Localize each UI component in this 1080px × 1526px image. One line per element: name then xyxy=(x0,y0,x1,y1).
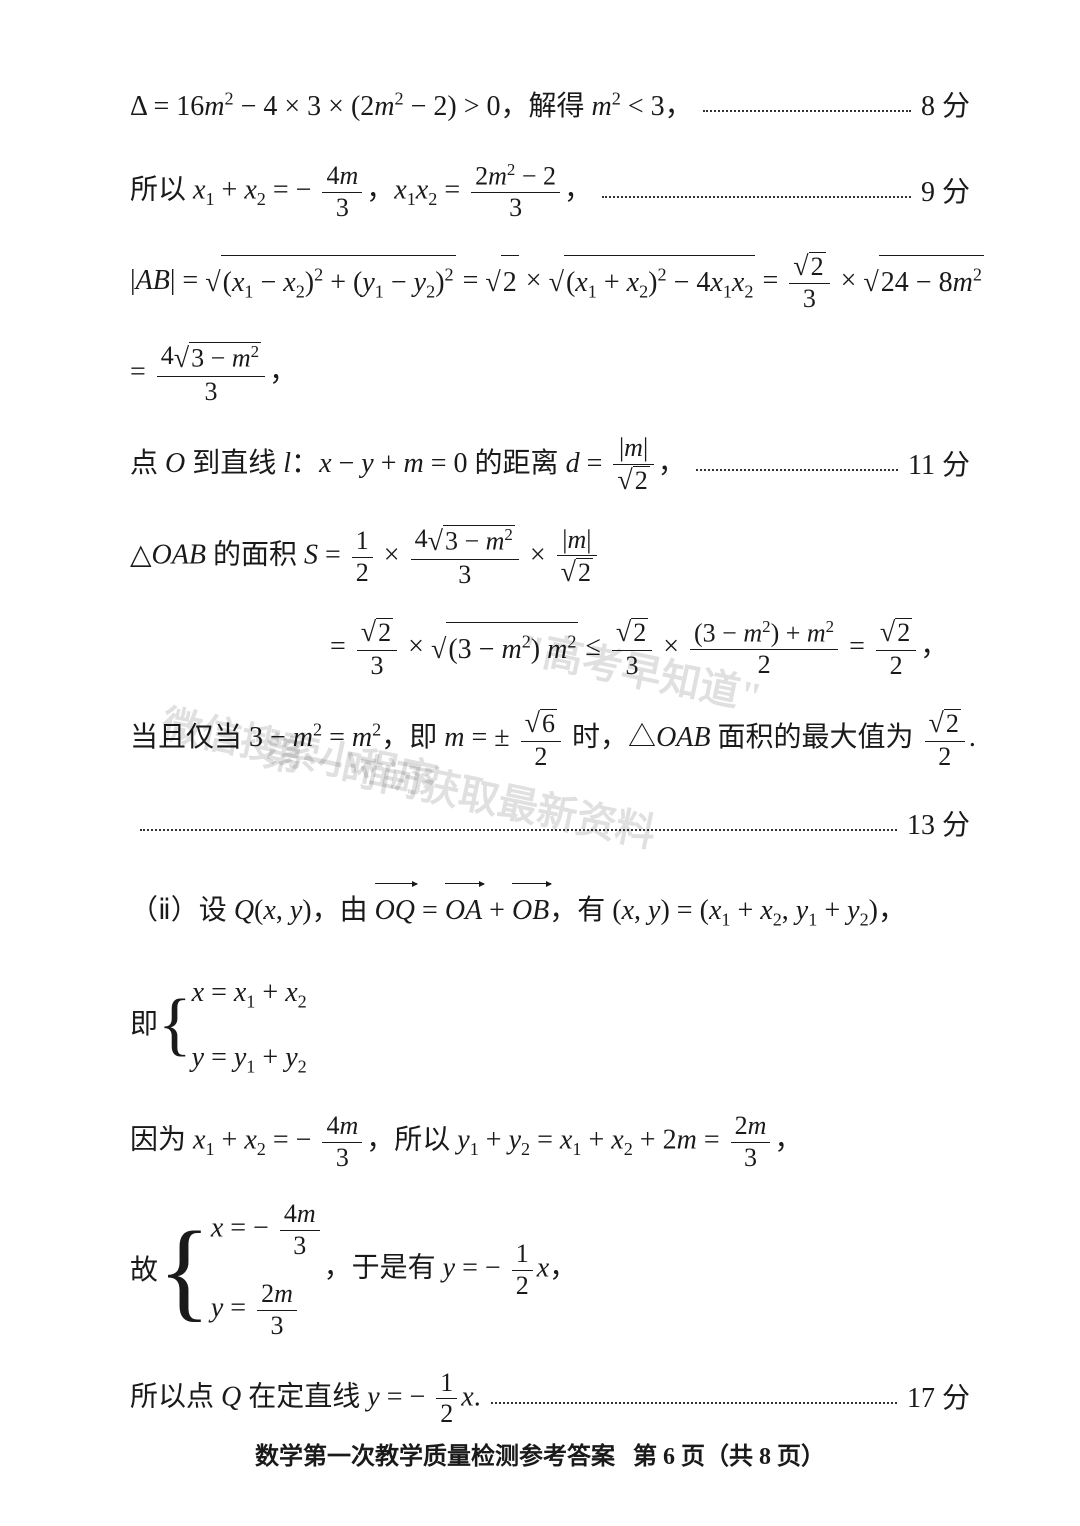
brace-system-1: { x = x1 + x2 y = y1 + y2 xyxy=(158,966,307,1084)
after-text: ，于是有 y = − 12x， xyxy=(324,1240,578,1300)
footer-title: 数学第一次教学质量检测参考答案 xyxy=(255,1444,615,1470)
row-1: x = − 4m3 xyxy=(211,1200,324,1260)
dot-leader xyxy=(703,95,911,112)
text: = 43 − m23， xyxy=(130,342,297,406)
label: 故 xyxy=(130,1244,158,1297)
page-footer: 数学第一次教学质量检测参考答案 第 6 页（共 8 页） xyxy=(0,1436,1080,1471)
solution-line-5b: = 23 × (3 − m2) m2 ≤ 23 × (3 − m2) + m22… xyxy=(130,617,970,680)
solution-line-4: 点 O 到直线 l：x − y + m = 0 的距离 d = |m|2， 11… xyxy=(130,434,970,497)
brace-system-2: { x = − 4m3 y = 2m3 xyxy=(158,1200,324,1340)
solution-line-3a: |AB| = (x1 − x2)2 + (y1 − y2)2 = 2 × (x1… xyxy=(130,251,970,314)
text: （ⅱ）设 Q(x, y)，由 OQ = OA + OB，有 (x, y) = (… xyxy=(130,880,906,937)
dot-leader xyxy=(696,454,898,471)
solution-line-6-score: 13 分 xyxy=(130,799,970,852)
text: 因为 x1 + x2 = − 4m3，所以 y1 + y2 = x1 + x2 … xyxy=(130,1112,802,1172)
text: 当且仅当 3 − m2 = m2，即 m = ± 62 时，△OAB 面积的最大… xyxy=(130,708,976,771)
solution-line-3b: = 43 − m23， xyxy=(130,342,970,406)
left-brace-icon: { xyxy=(158,1215,211,1325)
row-2: y = 2m3 xyxy=(211,1280,324,1340)
left-brace-icon: { xyxy=(158,990,192,1060)
solution-line-9: 因为 x1 + x2 = − 4m3，所以 y1 + y2 = x1 + x2 … xyxy=(130,1112,970,1172)
dot-leader xyxy=(140,814,897,831)
text: |AB| = (x1 − x2)2 + (y1 − y2)2 = 2 × (x1… xyxy=(130,251,984,314)
solution-line-7: （ⅱ）设 Q(x, y)，由 OQ = OA + OB，有 (x, y) = (… xyxy=(130,880,970,937)
solution-line-5a: △OAB 的面积 S = 12 × 43 − m23 × |m|2 xyxy=(130,525,970,589)
row-1: x = x1 + x2 xyxy=(192,966,307,1019)
solution-line-11: 所以点 Q 在定直线 y = − 12x. 17 分 xyxy=(130,1369,970,1429)
text: Δ = 16m2 − 4 × 3 × (2m2 − 2) > 0，解得 m2 <… xyxy=(130,80,693,133)
score: 9 分 xyxy=(921,166,970,219)
footer-page: 第 6 页（共 8 页） xyxy=(633,1444,825,1470)
text: 所以 x1 + x2 = − 4m3，x1x2 = 2m2 − 23， xyxy=(130,161,592,223)
solution-line-2: 所以 x1 + x2 = − 4m3，x1x2 = 2m2 − 23， 9 分 xyxy=(130,161,970,223)
solution-line-8: 即 { x = x1 + x2 y = y1 + y2 xyxy=(130,966,970,1084)
solution-line-1: Δ = 16m2 − 4 × 3 × (2m2 − 2) > 0，解得 m2 <… xyxy=(130,80,970,133)
score: 13 分 xyxy=(907,799,970,852)
solution-line-10: 故 { x = − 4m3 y = 2m3 ，于是有 y = − 12x， xyxy=(130,1200,970,1340)
text: 所以点 Q 在定直线 y = − 12x. xyxy=(130,1369,481,1429)
text: △OAB 的面积 S = 12 × 43 − m23 × |m|2 xyxy=(130,525,601,589)
score: 17 分 xyxy=(907,1372,970,1425)
row-2: y = y1 + y2 xyxy=(192,1031,307,1084)
text: 点 O 到直线 l：x − y + m = 0 的距离 d = |m|2， xyxy=(130,434,686,497)
score: 8 分 xyxy=(921,80,970,133)
text: = 23 × (3 − m2) m2 ≤ 23 × (3 − m2) + m22… xyxy=(330,617,948,680)
dot-leader xyxy=(491,1387,897,1404)
score: 11 分 xyxy=(908,439,970,492)
label: 即 xyxy=(130,998,158,1051)
solution-line-6: 当且仅当 3 − m2 = m2，即 m = ± 62 时，△OAB 面积的最大… xyxy=(130,708,970,771)
dot-leader xyxy=(602,181,911,198)
